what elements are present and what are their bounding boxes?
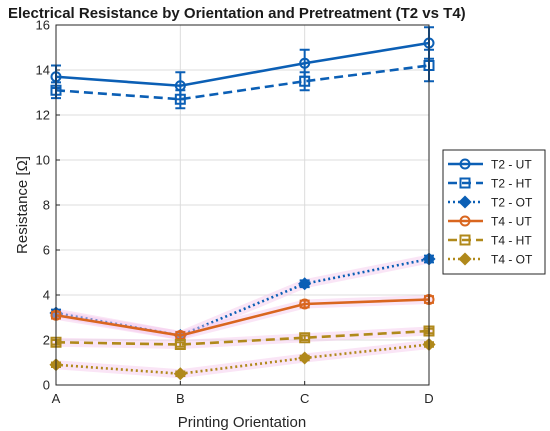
y-tick-label: 8	[43, 198, 50, 213]
series-t4-ot	[49, 337, 436, 381]
series-line	[55, 298, 430, 337]
y-tick-label: 2	[43, 333, 50, 348]
y-tick-label: 6	[43, 243, 50, 258]
chart-title: Electrical Resistance by Orientation and…	[8, 5, 466, 22]
y-axis-label: Resistance [Ω]	[14, 156, 31, 254]
data-point	[299, 332, 311, 344]
x-tick-label: A	[52, 391, 61, 406]
series-layer	[49, 26, 436, 381]
legend-label: T4 - OT	[491, 253, 533, 267]
series-t4-ht	[50, 325, 435, 350]
series-glow	[51, 340, 434, 379]
data-point	[299, 298, 311, 310]
x-tick-label: C	[300, 391, 309, 406]
y-tick-label: 0	[43, 378, 50, 393]
series-line	[55, 41, 430, 88]
y-tick-label: 10	[36, 153, 50, 168]
legend-swatch-marker	[459, 158, 471, 170]
tick-labels: 0 2 4 6 8 10 12 14 16 A B C D	[36, 18, 434, 407]
legend-label: T2 - HT	[491, 177, 532, 191]
legend-swatch-marker	[458, 252, 472, 266]
legend-label: T4 - HT	[491, 234, 532, 248]
data-point	[173, 367, 187, 381]
y-tick-label: 12	[36, 108, 50, 123]
data-point	[299, 57, 311, 69]
series-line	[55, 329, 430, 346]
legend-label: T2 - UT	[491, 158, 532, 172]
y-tick-label: 14	[36, 63, 50, 78]
y-tick-label: 16	[36, 18, 50, 33]
legend-label: T4 - UT	[491, 215, 532, 229]
data-point	[174, 93, 186, 105]
x-tick-label: D	[424, 391, 433, 406]
plot-frame	[55, 24, 430, 386]
y-tick-label: 4	[43, 288, 50, 303]
data-point	[174, 339, 186, 350]
x-tick-label: B	[176, 391, 185, 406]
legend-swatch-marker	[459, 234, 471, 246]
data-point	[298, 351, 312, 365]
legend-box	[442, 149, 546, 275]
legend-swatch-marker	[459, 177, 471, 189]
data-point	[298, 277, 312, 291]
legend: T2 - UT T2 - HT T2 - OT T4 - UT T4 - HT T4 - …	[442, 149, 546, 275]
legend-label: T2 - OT	[491, 196, 533, 210]
legend-swatch-marker	[459, 215, 471, 227]
data-point	[299, 75, 311, 87]
x-axis-label: Printing Orientation	[178, 414, 306, 431]
legend-swatch-marker	[458, 195, 472, 209]
series-line	[55, 64, 430, 101]
